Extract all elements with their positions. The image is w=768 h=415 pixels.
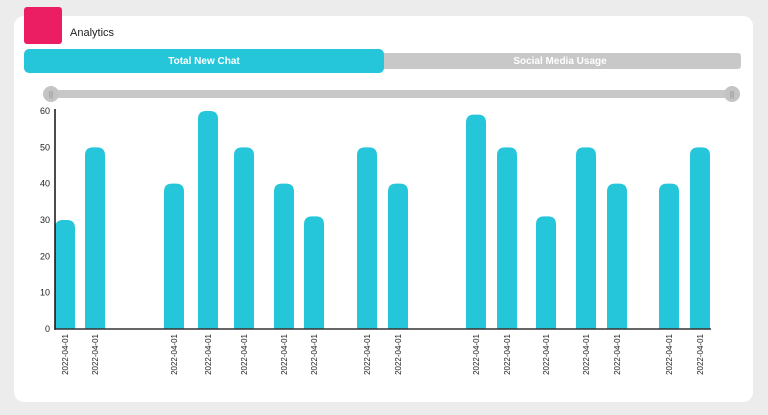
x-tick-label: 2022-04-01: [61, 333, 70, 374]
y-tick-label: 20: [40, 251, 50, 261]
x-tick-label: 2022-04-01: [170, 333, 179, 374]
bar: [576, 147, 596, 329]
x-tick-label: 2022-04-01: [280, 333, 289, 374]
x-tick-label: 2022-04-01: [204, 333, 213, 374]
bar: [55, 220, 75, 329]
bar: [357, 147, 377, 329]
range-slider[interactable]: || ||: [43, 86, 740, 102]
y-tick-label: 60: [40, 106, 50, 116]
x-tick-label: 2022-04-01: [503, 333, 512, 374]
x-tick-label: 2022-04-01: [582, 333, 591, 374]
bar: [304, 216, 324, 329]
bar: [690, 147, 710, 329]
x-tick-label: 2022-04-01: [394, 333, 403, 374]
y-tick-label: 0: [45, 324, 50, 334]
app-logo: [24, 7, 62, 44]
tab-bar: Total New Chat Social Media Usage: [24, 49, 741, 73]
y-tick-label: 10: [40, 288, 50, 298]
x-tick-label: 2022-04-01: [696, 333, 705, 374]
page-title: Analytics: [70, 27, 115, 39]
x-tick-label: 2022-04-01: [310, 333, 319, 374]
x-tick-label: 2022-04-01: [542, 333, 551, 374]
bar: [607, 183, 627, 329]
x-tick-label: 2022-04-01: [240, 333, 249, 374]
tab-social-media-usage[interactable]: Social Media Usage: [379, 53, 741, 69]
bar: [85, 147, 105, 329]
slider-handle-left[interactable]: ||: [43, 86, 59, 102]
bar: [536, 216, 556, 329]
x-tick-label: 2022-04-01: [613, 333, 622, 374]
tab-total-new-chat[interactable]: Total New Chat: [24, 49, 384, 73]
bar: [388, 183, 408, 329]
x-tick-label: 2022-04-01: [91, 333, 100, 374]
card: [14, 16, 753, 402]
bar: [164, 183, 184, 329]
bar: [466, 114, 486, 329]
y-tick-label: 50: [40, 142, 50, 152]
x-tick-label: 2022-04-01: [363, 333, 372, 374]
bar: [198, 111, 218, 329]
bar: [659, 183, 679, 329]
bar: [234, 147, 254, 329]
x-tick-label: 2022-04-01: [472, 333, 481, 374]
bar: [274, 183, 294, 329]
bar: [497, 147, 517, 329]
x-tick-label: 2022-04-01: [665, 333, 674, 374]
slider-handle-right[interactable]: ||: [724, 86, 740, 102]
y-tick-label: 40: [40, 179, 50, 189]
y-tick-label: 30: [40, 215, 50, 225]
